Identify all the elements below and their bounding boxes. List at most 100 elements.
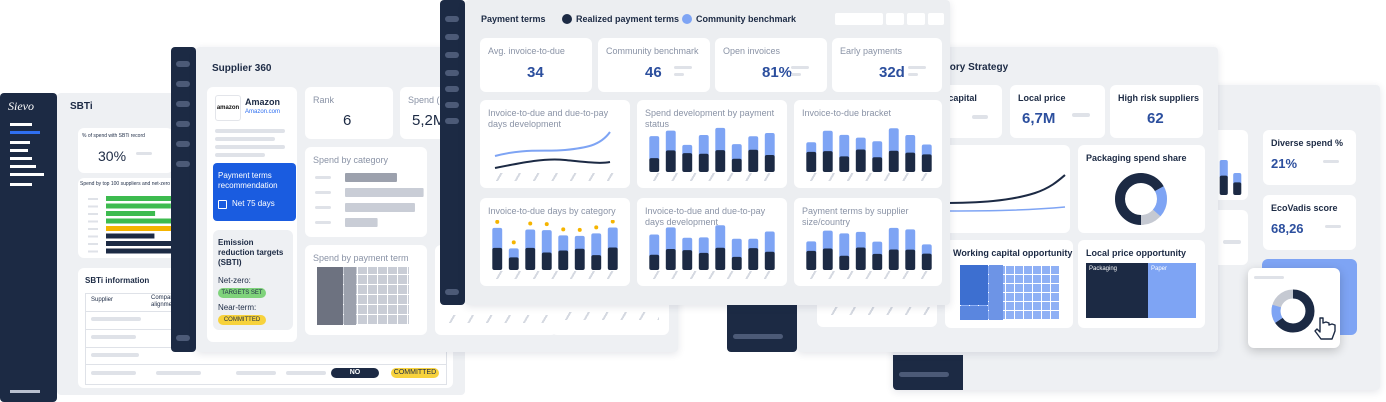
kpi-label: Community benchmark <box>606 46 699 56</box>
decorative-chart <box>492 220 618 270</box>
decorative-bar <box>106 241 172 246</box>
decorative-bar <box>921 244 932 257</box>
menu-item <box>176 335 190 341</box>
axis-decoration <box>647 173 777 181</box>
sidebar: Sievo <box>0 93 57 402</box>
panel-title: Supplier 360 <box>212 63 272 74</box>
kpi-label: EcoVadis score <box>1271 203 1338 213</box>
decorative-bar <box>665 227 676 252</box>
decorative-bar <box>921 253 932 270</box>
decorative-bar <box>839 134 850 160</box>
decorative-bar <box>872 241 883 257</box>
placeholder <box>286 371 326 375</box>
menu-item <box>176 141 190 147</box>
decorative-chart <box>315 173 424 227</box>
decorative-bar <box>558 235 569 254</box>
decorative-bar <box>665 248 676 270</box>
toolbar-button[interactable] <box>928 13 944 25</box>
donut-segment <box>1271 289 1315 333</box>
decorative-bar <box>1233 182 1242 195</box>
kpi-label: Open invoices <box>723 46 781 56</box>
axis-decoration <box>490 173 620 181</box>
menu-item <box>176 121 190 127</box>
card-title: Spend by category <box>313 155 389 165</box>
menu-item <box>445 34 459 40</box>
decorative-line <box>494 131 611 157</box>
toolbar-button[interactable] <box>907 13 925 25</box>
toolbar-button[interactable] <box>886 13 904 25</box>
card-title: Spend by payment term <box>313 253 409 263</box>
supplier-logo: amazon <box>215 95 241 121</box>
decorative-bar <box>591 255 602 270</box>
kpi-label: Diverse spend % <box>1271 138 1344 148</box>
decorative-bar <box>855 247 866 270</box>
kpi-value: 30% <box>98 148 127 164</box>
donut-segment <box>1115 173 1167 225</box>
panel-title: SBTi <box>70 101 93 112</box>
menu-item <box>10 123 32 126</box>
placeholder <box>136 152 152 155</box>
axis-decoration <box>647 271 777 279</box>
decorative-bar <box>315 176 331 179</box>
kpi-card: High risk suppliers 62 <box>1110 85 1203 138</box>
decorative-bar <box>345 218 378 227</box>
decorative-dot <box>527 220 534 227</box>
supplier-url: Amazon.com <box>245 109 281 115</box>
kpi-value: 81% <box>762 64 793 81</box>
decorative-bar <box>822 151 833 172</box>
decorative-bar <box>315 206 331 209</box>
menu-item <box>176 81 190 87</box>
toolbar-button[interactable] <box>835 13 883 25</box>
decorative-dot <box>543 221 550 228</box>
decorative-bar <box>665 130 676 154</box>
column-header: Supplier <box>91 297 114 303</box>
menu-item <box>176 161 190 167</box>
donut-segment <box>1271 289 1315 333</box>
column-header: Company alignment <box>151 295 178 308</box>
placeholder <box>215 153 265 157</box>
placeholder <box>1323 160 1339 163</box>
calendar-icon <box>218 200 227 209</box>
decorative-bar <box>106 226 182 231</box>
decorative-bar <box>872 253 883 270</box>
kpi-card: Avg. invoice-to-due 34 <box>480 38 592 92</box>
kpi-card: Local price 6,7M <box>1010 85 1105 138</box>
placeholder <box>215 129 285 133</box>
decorative-bar <box>731 144 742 162</box>
placeholder <box>791 66 809 69</box>
kpi-value: 46 <box>645 64 662 81</box>
chart-card: Spend by category <box>305 147 427 237</box>
cursor-icon <box>1314 317 1336 340</box>
decorative-bar <box>698 237 709 256</box>
decorative-bar <box>508 257 519 270</box>
decorative-bar <box>855 149 866 172</box>
menu-item <box>10 131 40 134</box>
menu-item <box>445 86 459 92</box>
emissions-title: Emission reduction targets (SBTI) <box>218 238 284 267</box>
menu-item <box>10 157 32 160</box>
decorative-bar <box>525 229 536 251</box>
decorative-bar <box>822 248 833 270</box>
decorative-bar <box>106 196 186 201</box>
placeholder <box>215 145 285 149</box>
logo: Sievo <box>8 99 34 113</box>
chart-card: Working capital opportunity <box>945 240 1073 328</box>
decorative-bar <box>905 134 916 156</box>
decorative-bar <box>88 228 98 230</box>
menu-item <box>899 372 949 377</box>
supplier-name: Amazon <box>245 97 281 107</box>
decorative-bar <box>715 127 726 154</box>
chart-title: Invoice-to-due days by category <box>488 206 616 216</box>
decorative-bar <box>574 248 585 270</box>
decorative-bar <box>888 249 899 270</box>
chart-title: Payment terms by supplier size/country <box>802 206 909 227</box>
kpi-card: Rank 6 <box>305 87 393 139</box>
placeholder <box>91 317 141 321</box>
decorative-dot <box>494 220 501 225</box>
decorative-line <box>940 206 1066 212</box>
decorative-bar <box>88 250 98 253</box>
chart-card: Packaging spend share <box>1078 145 1205 233</box>
kpi-label: Spend (EUR) <box>408 95 462 105</box>
decorative-bar <box>345 173 397 182</box>
